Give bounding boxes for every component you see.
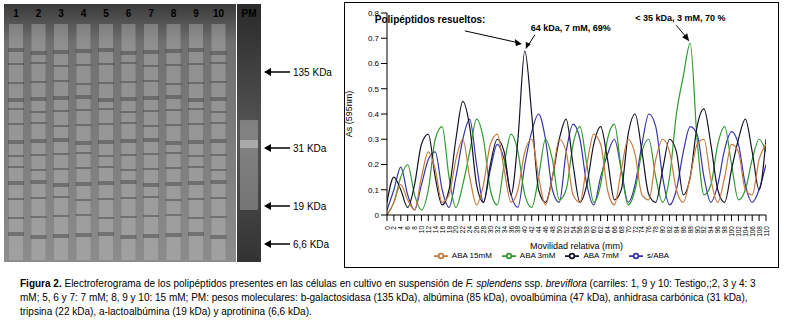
svg-text:50: 50 xyxy=(555,226,563,234)
svg-text:94: 94 xyxy=(707,226,715,234)
svg-text:82: 82 xyxy=(666,226,673,234)
svg-text:72: 72 xyxy=(631,226,639,234)
svg-text:6: 6 xyxy=(126,8,132,19)
svg-text:0.8: 0.8 xyxy=(368,9,380,18)
svg-text:19 KDa: 19 KDa xyxy=(293,201,327,212)
svg-text:0.1: 0.1 xyxy=(368,186,380,195)
svg-text:6,6 KDa: 6,6 KDa xyxy=(293,239,330,250)
svg-text:135 KDa: 135 KDa xyxy=(293,67,332,78)
svg-text:3: 3 xyxy=(58,8,64,19)
svg-text:66: 66 xyxy=(610,226,618,234)
svg-text:74: 74 xyxy=(638,226,646,234)
html-text:ABA 7mM: ABA 7mM xyxy=(583,251,619,261)
svg-text:5: 5 xyxy=(103,8,109,19)
svg-text:64: 64 xyxy=(604,226,611,234)
svg-text:68: 68 xyxy=(617,226,625,234)
svg-text:9: 9 xyxy=(193,8,199,19)
svg-text:2: 2 xyxy=(390,226,398,230)
svg-text:18: 18 xyxy=(445,226,453,234)
html-text:s/ABA: s/ABA xyxy=(647,251,670,261)
svg-text:0.6: 0.6 xyxy=(368,59,380,68)
svg-text:38: 38 xyxy=(514,226,522,234)
svg-text:32: 32 xyxy=(493,226,501,234)
svg-text:4: 4 xyxy=(81,8,87,19)
svg-text:30: 30 xyxy=(486,226,494,234)
svg-text:0.7: 0.7 xyxy=(368,34,380,43)
svg-text:98: 98 xyxy=(721,226,729,234)
svg-text:10: 10 xyxy=(418,226,425,234)
svg-text:58: 58 xyxy=(583,226,591,234)
svg-text:2: 2 xyxy=(36,8,42,19)
svg-text:0.3: 0.3 xyxy=(368,135,380,144)
html-text:Figura 2. Electroferograma de: Figura 2. Electroferograma de los polipé… xyxy=(20,278,756,317)
svg-text:12: 12 xyxy=(424,226,432,234)
svg-text:108: 108 xyxy=(755,226,763,237)
svg-text:48: 48 xyxy=(548,226,556,234)
svg-text:6: 6 xyxy=(404,226,412,230)
svg-text:0.4: 0.4 xyxy=(368,110,380,119)
svg-text:54: 54 xyxy=(569,226,577,234)
svg-text:78: 78 xyxy=(652,226,660,234)
html-text:ABA 3mM: ABA 3mM xyxy=(519,251,556,261)
svg-text:92: 92 xyxy=(700,226,708,234)
svg-text:34: 34 xyxy=(500,226,508,234)
svg-text:110: 110 xyxy=(763,226,770,237)
svg-text:20: 20 xyxy=(452,226,460,234)
svg-text:Movilidad relativa (mm): Movilidad relativa (mm) xyxy=(530,241,623,251)
svg-text:86: 86 xyxy=(679,226,687,234)
svg-text:90: 90 xyxy=(693,226,701,234)
svg-text:0.5: 0.5 xyxy=(368,85,380,94)
html-text:ABA 15mM: ABA 15mM xyxy=(451,251,492,261)
svg-text:4: 4 xyxy=(397,226,405,230)
svg-text:106: 106 xyxy=(748,226,756,237)
svg-text:10: 10 xyxy=(213,8,225,19)
svg-text:PM: PM xyxy=(242,8,257,19)
svg-text:64 kDa, 7 mM, 69%: 64 kDa, 7 mM, 69% xyxy=(531,23,611,33)
svg-text:76: 76 xyxy=(645,226,653,234)
svg-text:60: 60 xyxy=(590,226,598,234)
svg-text:52: 52 xyxy=(562,226,570,234)
svg-text:< 35 kDa, 3 mM, 70 %: < 35 kDa, 3 mM, 70 % xyxy=(635,13,725,23)
svg-text:102: 102 xyxy=(734,226,742,237)
svg-text:Polipéptidos resueltos:: Polipéptidos resueltos: xyxy=(375,14,486,25)
svg-text:88: 88 xyxy=(686,226,694,234)
svg-text:As (595nm): As (595nm) xyxy=(345,91,354,138)
svg-text:46: 46 xyxy=(542,226,549,234)
svg-text:36: 36 xyxy=(507,226,515,234)
svg-text:16: 16 xyxy=(438,226,446,234)
svg-text:31 KDa: 31 KDa xyxy=(293,143,327,154)
svg-text:40: 40 xyxy=(521,226,529,234)
svg-text:8: 8 xyxy=(171,8,177,19)
svg-text:22: 22 xyxy=(459,226,467,234)
svg-text:0.2: 0.2 xyxy=(368,160,380,169)
svg-text:104: 104 xyxy=(741,226,749,237)
svg-text:0: 0 xyxy=(383,226,391,230)
svg-text:96: 96 xyxy=(714,226,722,234)
svg-text:0: 0 xyxy=(375,211,380,220)
svg-text:28: 28 xyxy=(480,226,487,234)
svg-text:84: 84 xyxy=(672,226,680,234)
svg-text:14: 14 xyxy=(431,226,439,234)
svg-text:1: 1 xyxy=(13,8,19,19)
svg-text:56: 56 xyxy=(576,226,584,234)
svg-text:7: 7 xyxy=(148,8,154,19)
svg-text:44: 44 xyxy=(535,226,543,234)
svg-text:70: 70 xyxy=(624,226,632,234)
svg-text:62: 62 xyxy=(597,226,605,234)
svg-text:24: 24 xyxy=(466,226,474,234)
svg-text:80: 80 xyxy=(659,226,667,234)
svg-text:100: 100 xyxy=(728,226,735,237)
svg-text:26: 26 xyxy=(473,226,481,234)
svg-text:8: 8 xyxy=(411,226,419,230)
svg-text:42: 42 xyxy=(528,226,536,234)
